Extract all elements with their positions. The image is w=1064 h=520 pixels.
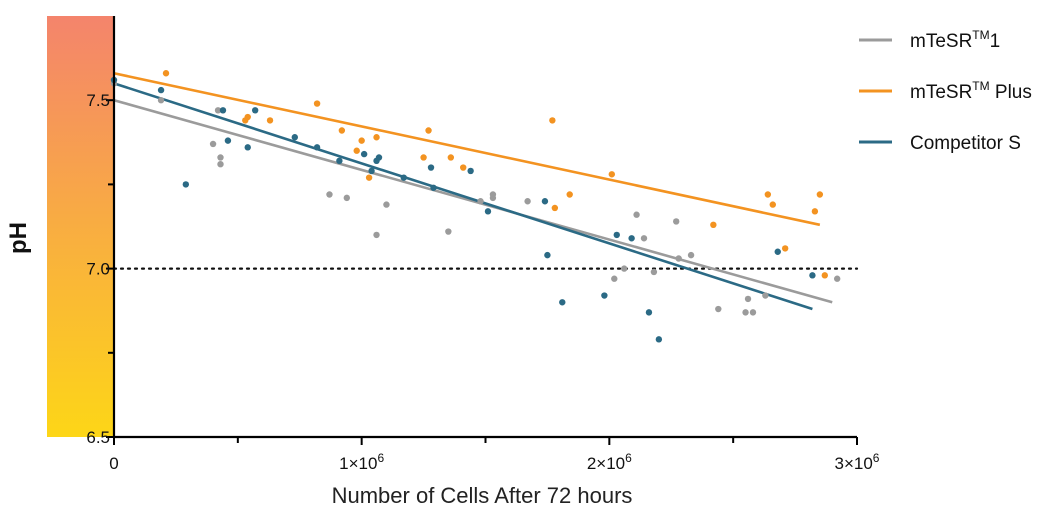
data-point-series-1 [811, 208, 819, 215]
data-point-series-1 [821, 272, 829, 279]
data-point-series-0 [620, 265, 628, 272]
data-point-series-0 [833, 275, 841, 282]
data-point-series-0 [650, 268, 658, 276]
data-point-series-2 [244, 144, 251, 151]
data-point-series-2 [427, 164, 435, 171]
x-tick-label: 2×106 [587, 451, 632, 473]
data-point-series-1 [710, 221, 717, 229]
data-point-series-0 [633, 211, 640, 218]
data-point-series-0 [214, 107, 222, 114]
y-tick-label: 6.5 [86, 428, 110, 447]
data-point-series-2 [467, 167, 474, 175]
data-point-series-2 [628, 235, 635, 242]
data-point-series-1 [551, 204, 559, 212]
data-point-series-2 [291, 134, 298, 141]
y-axis-title: pH [5, 222, 32, 254]
data-point-series-1 [769, 201, 776, 208]
data-point-series-0 [675, 255, 682, 262]
data-point-series-1 [425, 127, 432, 134]
data-point-series-1 [816, 191, 824, 198]
data-point-series-1 [266, 117, 274, 124]
data-point-series-1 [313, 100, 321, 107]
data-point-series-0 [326, 191, 333, 198]
data-point-series-0 [217, 154, 224, 161]
data-point-series-0 [489, 194, 497, 202]
data-point-series-0 [715, 305, 722, 313]
data-point-series-0 [445, 228, 452, 235]
data-point-series-0 [217, 160, 224, 168]
data-point-series-2 [774, 248, 781, 255]
data-point-series-2 [484, 208, 492, 215]
data-point-series-2 [219, 107, 227, 114]
data-point-series-2 [360, 150, 368, 158]
data-point-series-2 [375, 154, 383, 161]
data-point-series-2 [224, 137, 232, 144]
ph-gradient-bar [47, 16, 114, 437]
data-point-series-0 [687, 251, 695, 259]
data-point-series-1 [566, 191, 573, 198]
trend-line-series-2 [113, 82, 813, 311]
data-point-series-1 [338, 127, 346, 134]
data-point-series-0 [742, 309, 749, 316]
legend-label-series-2: Competitor S [910, 133, 1021, 154]
data-point-series-2 [645, 309, 653, 316]
x-tick-label: 3×106 [835, 451, 880, 473]
data-point-series-2 [601, 292, 608, 299]
data-point-series-0 [749, 309, 757, 316]
data-point-series-2 [182, 181, 190, 188]
data-point-series-2 [251, 107, 259, 114]
data-point-series-0 [611, 275, 618, 282]
data-point-series-2 [400, 174, 407, 181]
data-point-series-2 [430, 184, 437, 191]
data-point-series-1 [162, 70, 170, 77]
data-point-series-2 [541, 198, 549, 205]
data-point-series-0 [157, 97, 165, 104]
data-point-series-0 [477, 198, 484, 205]
data-point-series-2 [157, 86, 165, 94]
x-tick-label: 1×106 [339, 451, 384, 473]
data-point-series-0 [343, 194, 351, 202]
data-point-series-1 [353, 147, 360, 154]
data-point-series-0 [373, 231, 380, 239]
trend-line-series-1 [113, 71, 821, 227]
data-point-series-1 [373, 134, 380, 141]
data-point-series-0 [383, 201, 390, 208]
data-point-series-2 [544, 251, 551, 259]
data-point-series-1 [420, 154, 427, 161]
x-tick-label: 0 [109, 454, 118, 473]
data-point-series-0 [524, 198, 531, 205]
data-point-series-1 [549, 117, 556, 124]
x-axis-title: Number of Cells After 72 hours [332, 483, 633, 508]
data-point-series-0 [762, 292, 769, 299]
data-point-series-2 [559, 299, 566, 306]
data-point-series-1 [764, 191, 772, 198]
data-point-series-2 [809, 272, 816, 279]
data-point-series-2 [313, 144, 321, 151]
data-point-series-1 [365, 174, 373, 181]
data-point-series-1 [608, 171, 616, 178]
data-point-series-2 [336, 157, 343, 165]
data-point-series-1 [447, 154, 455, 161]
data-point-series-2 [655, 336, 663, 343]
data-point-series-1 [781, 245, 789, 252]
data-point-series-1 [460, 164, 467, 171]
legend-label-series-1: mTeSRTM Plus [910, 79, 1032, 103]
trend-line-series-0 [113, 98, 833, 304]
data-point-series-0 [673, 218, 680, 225]
y-tick-label: 7.5 [86, 91, 110, 110]
data-point-series-2 [613, 231, 620, 239]
data-point-series-2 [368, 167, 375, 175]
data-point-series-0 [209, 140, 217, 148]
legend-label-series-0: mTeSRTM1 [910, 28, 1000, 52]
y-tick-label: 7.0 [86, 260, 110, 279]
data-point-series-0 [744, 295, 752, 303]
data-point-series-0 [640, 235, 648, 242]
data-point-series-1 [244, 113, 251, 121]
data-point-series-1 [358, 137, 365, 144]
